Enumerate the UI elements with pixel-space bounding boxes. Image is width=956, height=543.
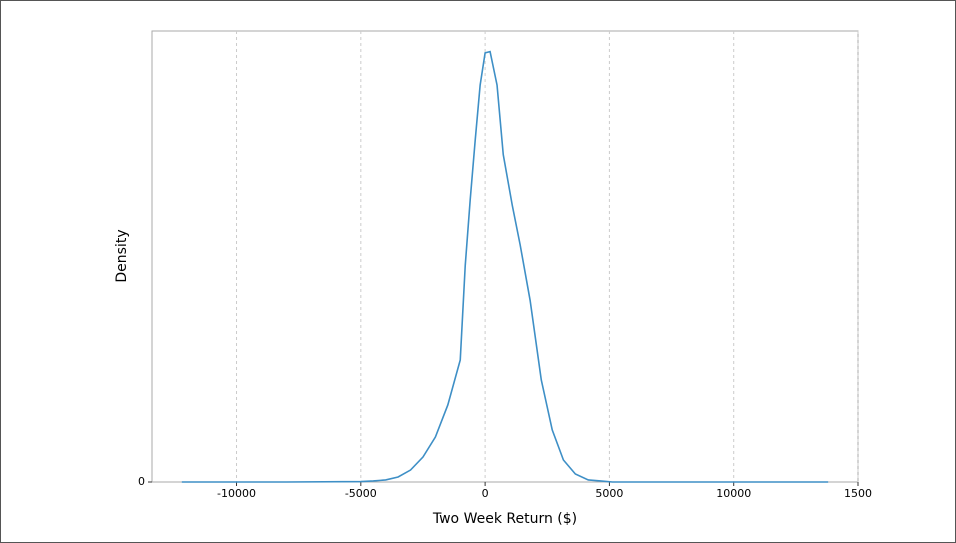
x-tick-label: 0 bbox=[482, 487, 489, 500]
x-tick-label: -10000 bbox=[217, 487, 256, 500]
x-axis-label: Two Week Return ($) bbox=[432, 511, 577, 527]
plot-area bbox=[151, 30, 859, 483]
x-tick-label: -5000 bbox=[345, 487, 377, 500]
x-tick-label: 5000 bbox=[595, 487, 623, 500]
y-tick-label: 0 bbox=[138, 475, 145, 488]
density-line bbox=[181, 50, 829, 483]
y-axis-label: Density bbox=[114, 229, 130, 282]
x-tick-label: 1500 bbox=[844, 487, 872, 500]
x-tick-label: 10000 bbox=[716, 487, 751, 500]
